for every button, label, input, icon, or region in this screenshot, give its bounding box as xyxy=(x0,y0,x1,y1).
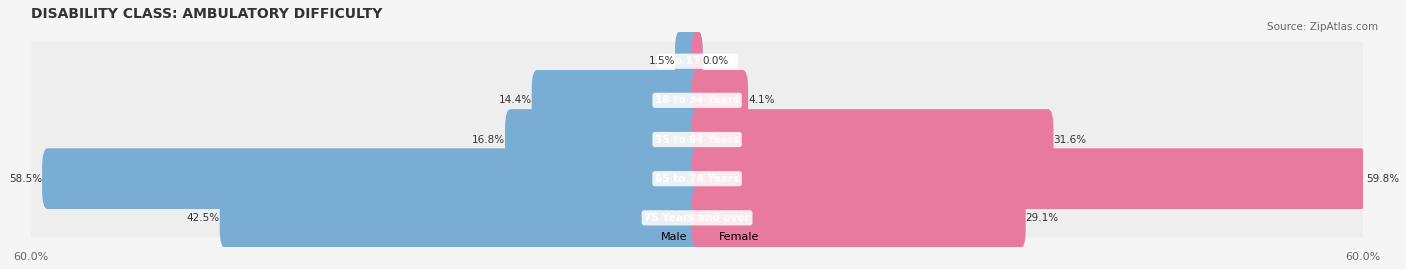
Text: 31.6%: 31.6% xyxy=(1053,134,1087,144)
Text: 42.5%: 42.5% xyxy=(187,213,219,223)
Text: 58.5%: 58.5% xyxy=(8,174,42,184)
FancyBboxPatch shape xyxy=(531,70,703,131)
FancyBboxPatch shape xyxy=(31,198,1364,238)
Text: 5 to 17 Years: 5 to 17 Years xyxy=(658,56,735,66)
Text: 65 to 74 Years: 65 to 74 Years xyxy=(655,174,740,184)
FancyBboxPatch shape xyxy=(31,120,1364,159)
Text: Source: ZipAtlas.com: Source: ZipAtlas.com xyxy=(1267,22,1378,31)
Text: 59.8%: 59.8% xyxy=(1367,174,1399,184)
FancyBboxPatch shape xyxy=(675,31,703,91)
Text: 75 Years and over: 75 Years and over xyxy=(644,213,749,223)
FancyBboxPatch shape xyxy=(31,81,1364,120)
FancyBboxPatch shape xyxy=(692,148,1367,209)
FancyBboxPatch shape xyxy=(42,148,703,209)
Legend: Male, Female: Male, Female xyxy=(631,226,763,246)
FancyBboxPatch shape xyxy=(692,31,703,91)
Text: 14.4%: 14.4% xyxy=(499,95,531,105)
FancyBboxPatch shape xyxy=(219,187,703,248)
Text: 35 to 64 Years: 35 to 64 Years xyxy=(655,134,740,144)
Text: 0.0%: 0.0% xyxy=(703,56,728,66)
Text: 1.5%: 1.5% xyxy=(648,56,675,66)
Text: 29.1%: 29.1% xyxy=(1026,213,1059,223)
FancyBboxPatch shape xyxy=(692,70,748,131)
Text: DISABILITY CLASS: AMBULATORY DIFFICULTY: DISABILITY CLASS: AMBULATORY DIFFICULTY xyxy=(31,7,382,21)
FancyBboxPatch shape xyxy=(692,187,1026,248)
FancyBboxPatch shape xyxy=(31,159,1364,198)
FancyBboxPatch shape xyxy=(692,109,1053,170)
Text: 16.8%: 16.8% xyxy=(472,134,505,144)
Text: 18 to 34 Years: 18 to 34 Years xyxy=(655,95,740,105)
Text: 4.1%: 4.1% xyxy=(748,95,775,105)
FancyBboxPatch shape xyxy=(31,42,1364,81)
FancyBboxPatch shape xyxy=(505,109,703,170)
